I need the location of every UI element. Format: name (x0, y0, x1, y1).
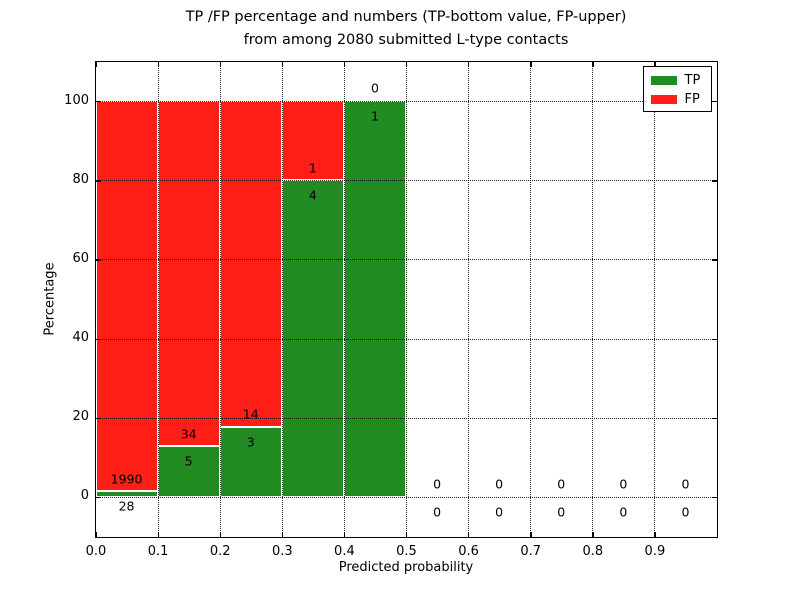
gridline-vertical (592, 61, 594, 537)
gridline-vertical (406, 61, 407, 537)
fp-count-label: 34 (180, 426, 197, 441)
tp-count-label: 3 (246, 434, 255, 450)
gridline-vertical (157, 61, 159, 537)
y-tick-label: 40 (72, 330, 89, 346)
gridline-vertical (654, 61, 656, 537)
fp-count-label: 0 (619, 476, 628, 492)
y-tick-mark (95, 417, 101, 420)
tp-count-label: 1 (370, 108, 379, 124)
fp-legend-swatch (650, 94, 677, 104)
legend-item: TP (644, 71, 711, 90)
x-tick-mark (654, 531, 656, 537)
x-tick-mark-top (219, 61, 222, 67)
bar-fp-segment (157, 101, 220, 447)
bar-fp-segment (95, 101, 158, 492)
tp-count-label: 28 (118, 498, 135, 514)
x-tick-mark (592, 531, 594, 537)
tp-count-label: 0 (619, 504, 628, 520)
y-tick-mark-right (711, 417, 717, 420)
legend-item-label: FP (684, 91, 700, 107)
legend: TP FP (642, 65, 712, 112)
x-tick-mark-top (468, 61, 470, 67)
chart-title-line1: TP /FP percentage and numbers (TP-bottom… (185, 9, 627, 25)
fp-count-label: 0 (370, 80, 379, 96)
x-tick-mark-top (654, 61, 656, 67)
x-tick-label: 0.5 (396, 544, 417, 559)
x-tick-label: 0.3 (271, 544, 293, 559)
legend-item-label: TP (684, 72, 701, 88)
x-tick-mark (343, 531, 346, 537)
x-tick-mark-top (281, 61, 284, 67)
y-tick-mark-right (711, 180, 717, 182)
x-tick-mark (281, 531, 284, 537)
fp-count-label: 0 (681, 476, 690, 492)
fp-count-label: 1990 (110, 471, 143, 487)
tp-legend-swatch (650, 75, 677, 85)
x-tick-label: 0.2 (209, 544, 231, 559)
bar-tp-segment (157, 446, 220, 497)
y-tick-mark (95, 101, 101, 103)
gridline-vertical (343, 61, 345, 537)
bar-fp-segment (219, 101, 282, 428)
y-tick-mark (95, 338, 101, 340)
y-tick-mark (95, 180, 101, 182)
gridline-vertical (281, 61, 283, 537)
x-tick-mark-top (530, 61, 532, 67)
tp-count-label: 0 (681, 504, 690, 520)
tp-count-label: 0 (495, 504, 504, 520)
y-tick-mark-right (711, 259, 717, 261)
x-tick-label: 0.8 (582, 544, 604, 559)
x-tick-mark-top (157, 61, 159, 67)
gridline-vertical (219, 61, 221, 537)
x-tick-mark (406, 531, 408, 537)
tp-count-label: 5 (184, 453, 193, 469)
fp-count-label: 0 (495, 476, 504, 492)
y-tick-label: 20 (72, 409, 89, 425)
x-tick-label: 0.7 (520, 544, 542, 559)
y-tick-label: 100 (64, 92, 89, 108)
x-tick-label: 0.6 (458, 544, 479, 559)
y-tick-mark (95, 496, 101, 499)
fp-count-label: 1 (308, 160, 317, 176)
x-tick-mark (219, 531, 222, 537)
x-axis-label: Predicted probability (338, 560, 474, 575)
y-tick-mark-right (711, 101, 717, 103)
x-tick-mark-top (343, 61, 346, 67)
y-tick-label: 80 (72, 171, 89, 187)
x-tick-mark-top (406, 61, 408, 67)
x-tick-label: 0.9 (644, 544, 666, 559)
plot-area: TP FP 1990 28 34 5 14 3 1 4 0 1 0 0 0 0 0 0 0 0 0 0 (95, 61, 717, 537)
plot-frame: TP FP 1990 28 34 5 14 3 1 4 0 1 0 0 0 0 0 0 0 0 0 0 (94, 60, 718, 538)
y-axis-label: Percentage (42, 262, 58, 336)
x-tick-mark (530, 531, 532, 537)
chart-title-line2: from among 2080 submitted L-type contact… (243, 32, 569, 48)
y-tick-mark (95, 259, 101, 261)
fp-count-label: 14 (242, 406, 259, 422)
legend-item: FP (644, 90, 711, 109)
bar-tp-segment (343, 101, 406, 497)
x-tick-mark-top (95, 61, 97, 67)
x-tick-label: 0.0 (85, 544, 107, 559)
bar-fp-segment (281, 101, 344, 181)
x-tick-label: 0.1 (147, 544, 169, 559)
y-tick-mark-right (711, 338, 717, 340)
bar-tp-segment (95, 491, 158, 497)
x-tick-mark (157, 531, 159, 537)
fp-count-label: 0 (557, 476, 566, 492)
y-tick-label: 0 (80, 488, 89, 504)
tp-count-label: 0 (433, 504, 442, 520)
x-tick-mark-top (592, 61, 594, 67)
x-tick-mark (95, 531, 97, 537)
x-tick-label: 0.4 (334, 544, 355, 559)
x-tick-mark (468, 531, 470, 537)
tp-count-label: 4 (308, 187, 317, 203)
y-tick-mark-right (711, 496, 717, 499)
gridline-vertical (530, 61, 532, 537)
gridline-vertical (468, 61, 470, 537)
tp-count-label: 0 (557, 504, 566, 520)
y-tick-label: 60 (72, 250, 89, 266)
fp-count-label: 0 (433, 476, 442, 492)
